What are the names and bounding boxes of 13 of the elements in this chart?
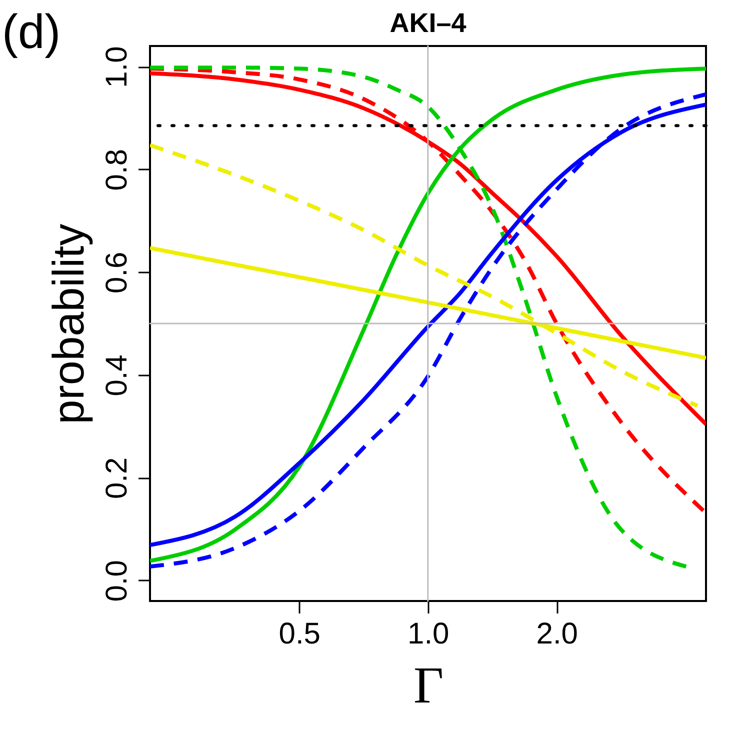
y-tick-label: 0.2: [100, 457, 134, 500]
y-tick-label: 0.6: [100, 252, 134, 294]
y-tick-label: 0.0: [100, 560, 134, 602]
y-axis-title: probability: [44, 224, 94, 424]
chart-title: AKI–4: [390, 8, 466, 38]
y-tick-label: 1.0: [100, 46, 134, 88]
y-tick-label: 0.4: [100, 354, 134, 396]
text: (d): [2, 6, 61, 59]
x-tick-label: 2.0: [536, 618, 578, 650]
x-tick-label: 1.0: [408, 618, 450, 650]
x-axis-title: Γ: [413, 658, 444, 714]
y-tick-label: 0.8: [100, 148, 134, 191]
x-tick-label: 0.5: [278, 618, 320, 650]
